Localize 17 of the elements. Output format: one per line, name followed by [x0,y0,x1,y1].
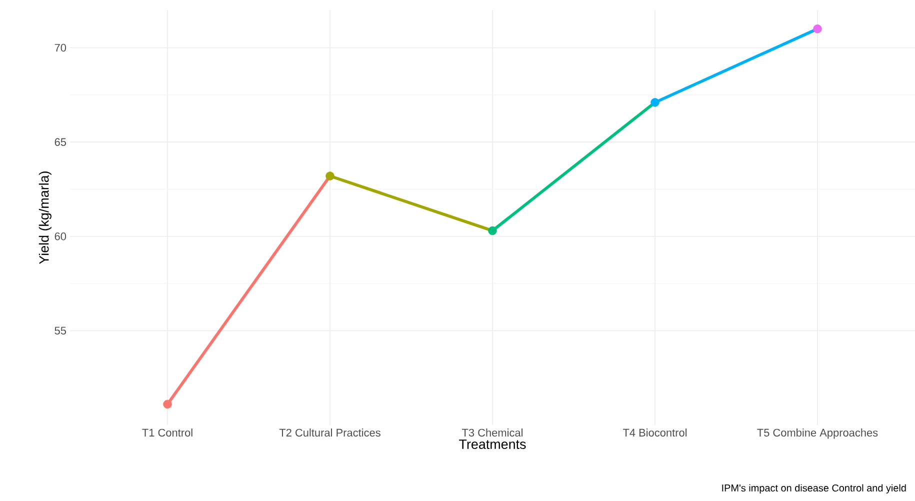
y-tick-label: 65 [54,138,66,146]
y-tick-label: 60 [54,232,66,240]
y-tick-label: 55 [54,326,66,335]
point [163,400,172,409]
text: IPM's impact on disease Control and yield [722,484,906,494]
y-axis-title: Yield (kg/marla) [38,172,52,264]
y-tick-label: 70 [54,44,66,52]
x-tick-label: T2 Cultural Practices [279,428,380,437]
point [488,226,497,236]
point [326,172,334,180]
point [650,98,660,107]
x-tick-label: T1 Control [142,428,192,437]
x-axis-title: Treatments [459,440,526,449]
x-tick-label: T4 Biocontrol [622,428,687,437]
point [813,24,822,34]
x-tick-label: T3 Chemical [462,428,523,437]
x-tick-label: T5 Combine Approaches [757,428,878,439]
